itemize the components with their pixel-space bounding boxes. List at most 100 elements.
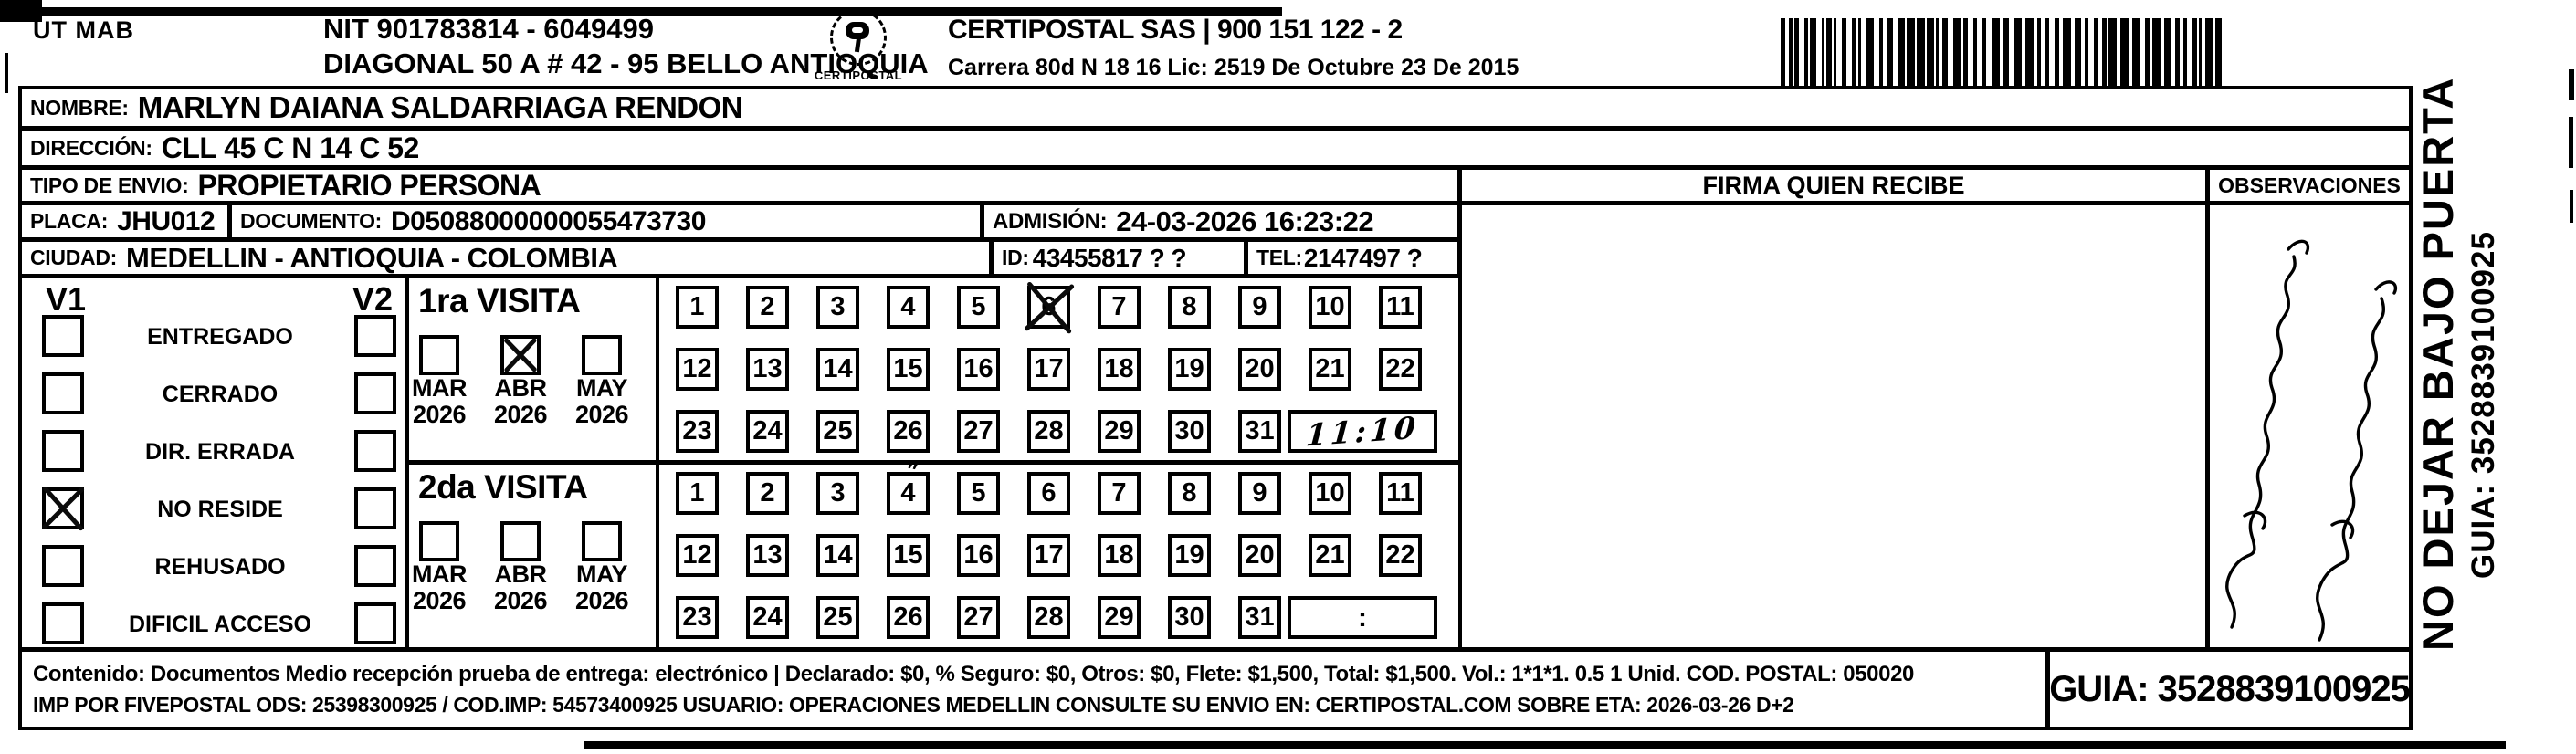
barcode-bar — [2055, 18, 2059, 95]
barcode-bar — [2192, 18, 2197, 95]
day-cell: 20 — [1238, 534, 1281, 577]
status-row: DIR. ERRADA — [22, 430, 405, 481]
barcode-bar — [1936, 18, 1939, 95]
day-cell: 21 — [1309, 348, 1351, 391]
barcode-bar — [2014, 18, 2022, 95]
day-cell: 16 — [957, 348, 1000, 391]
barcode-bar — [2045, 18, 2049, 95]
day-cell: 29 — [1098, 410, 1141, 453]
status-checkbox-v1 — [42, 315, 84, 357]
day-cell: 30 — [1168, 410, 1211, 453]
day-cell: 2 — [746, 472, 789, 515]
day-cell: 5 — [957, 286, 1000, 329]
direccion-value: CLL 45 C N 14 C 52 — [161, 131, 420, 164]
barcode-bar — [1927, 18, 1934, 95]
placa-cell: PLACA: JHU012 — [18, 202, 231, 241]
month-name-label: ABR — [494, 374, 548, 402]
status-row: CERRADO — [22, 372, 405, 424]
day-cell: 31 — [1238, 410, 1281, 453]
month-unit: ABR 2026 — [481, 335, 560, 428]
guia-number-box: GUIA: 3528839100925 — [2046, 648, 2413, 730]
barcode-bar — [2132, 18, 2140, 95]
day-cell: 15 — [887, 534, 930, 577]
barcode-bar — [1992, 18, 2000, 95]
day-cell: 10 — [1309, 286, 1351, 329]
footer-content-box: Contenido: Documentos Medio recepción pr… — [18, 648, 2049, 730]
barcode-bar — [2120, 18, 2129, 95]
day-cell: 22 — [1379, 348, 1422, 391]
status-checkbox-v1 — [42, 602, 84, 644]
barcode-bar — [1973, 18, 1977, 95]
month-year-label: 2026 — [493, 587, 548, 614]
tel-cell: TEL: 2147497 ? — [1245, 238, 1461, 278]
documento-cell: DOCUMENTO: D05088000000055473730 — [228, 202, 983, 241]
nombre-value: MARLYN DAIANA SALDARRIAGA RENDON — [137, 90, 743, 124]
status-row: ENTREGADO — [22, 315, 405, 366]
barcode-bar — [2037, 18, 2041, 95]
barcode-bar — [1842, 18, 1846, 95]
day-cell: 12 — [676, 534, 719, 577]
direccion-label: DIRECCIÓN: — [30, 135, 152, 160]
barcode-bar — [2164, 18, 2171, 95]
scan-artifact-bottom-bar — [584, 741, 2506, 749]
barcode-bar — [2075, 18, 2081, 95]
logo-wordmark: CERTIPOSTAL — [814, 68, 903, 82]
company-address: Carrera 80d N 18 16 Lic: 2519 De Octubre… — [948, 55, 1519, 80]
scan-artifact-right-edge-1 — [2569, 69, 2574, 100]
status-option-label: DIFICIL ACCESO — [128, 612, 311, 637]
month-checkbox — [500, 335, 541, 375]
nombre-label: NOMBRE: — [30, 95, 129, 120]
status-checkbox-v2 — [354, 430, 396, 472]
barcode-bar — [1953, 18, 1961, 95]
time-entry-box: 11:10 — [1288, 410, 1437, 453]
day-cell: 2 — [746, 286, 789, 329]
status-option-label: ENTREGADO — [147, 324, 293, 350]
id-label: ID: — [1002, 246, 1029, 269]
day-cell: 7 — [1098, 286, 1141, 329]
status-checkbox-v1 — [42, 545, 84, 587]
day-cell: 6 — [1027, 472, 1070, 515]
sender-address: DIAGONAL 50 A # 42 - 95 BELLO ANTIOQUIA — [323, 47, 929, 79]
month-unit: MAR 2026 — [400, 335, 478, 428]
time-colon-placeholder: : — [1358, 602, 1367, 633]
day-cell: 22 — [1379, 534, 1422, 577]
barcode-bar — [2175, 18, 2180, 95]
status-checkbox-v1 — [42, 372, 84, 414]
day-cell: 16 — [957, 534, 1000, 577]
ciudad-cell: CIUDAD: MEDELLIN - ANTIOQUIA - COLOMBIA — [18, 238, 993, 278]
barcode-bar — [1898, 18, 1905, 95]
day-cell: 30 — [1168, 596, 1211, 639]
tipo-envio-label: TIPO DE ENVIO: — [30, 173, 189, 197]
day-cell: 24 — [746, 596, 789, 639]
admision-label: ADMISIÓN: — [993, 208, 1108, 234]
status-checkbox-v2 — [354, 372, 396, 414]
status-checkbox-v2 — [354, 545, 396, 587]
day-cell: 8 — [1168, 286, 1211, 329]
month-checkbox — [419, 521, 459, 561]
barcode-bar — [1804, 18, 1808, 95]
nombre-row: NOMBRE: MARLYN DAIANA SALDARRIAGA RENDON — [18, 86, 2413, 130]
month-name-label: MAR — [412, 560, 468, 588]
handwritten-x-mark — [499, 334, 541, 376]
month-name-label: MAY — [575, 374, 628, 402]
footer-content-line: Contenido: Documentos Medio recepción pr… — [33, 661, 1914, 686]
barcode-bar — [1942, 18, 1948, 95]
crossed-day-mark — [1018, 277, 1079, 338]
guia-number: GUIA: 3528839100925 — [2049, 668, 2411, 709]
day-cell: 28 — [1027, 596, 1070, 639]
barcode-bar — [2199, 18, 2202, 95]
day-cell: 19 — [1168, 348, 1211, 391]
day-cell: 28 — [1027, 410, 1070, 453]
month-year-label: 2026 — [412, 401, 467, 428]
month-name-label: ABR — [494, 560, 548, 588]
day-cell: 25 — [816, 596, 859, 639]
handwritten-note-scribble — [2225, 239, 2398, 642]
documento-label: DOCUMENTO: — [240, 209, 383, 233]
placa-label: PLACA: — [30, 209, 109, 233]
admision-cell: ADMISIÓN: 24-03-2026 16:23:22 — [981, 202, 1461, 241]
scan-artifact-top-bar — [0, 7, 1282, 16]
side-warning-text: NO DEJAR BAJO PUERTA — [2413, 76, 2462, 651]
id-cell: ID: 43455817 ? ? — [990, 238, 1247, 278]
time-entry-box: : — [1288, 596, 1437, 639]
month-checkbox — [582, 521, 622, 561]
